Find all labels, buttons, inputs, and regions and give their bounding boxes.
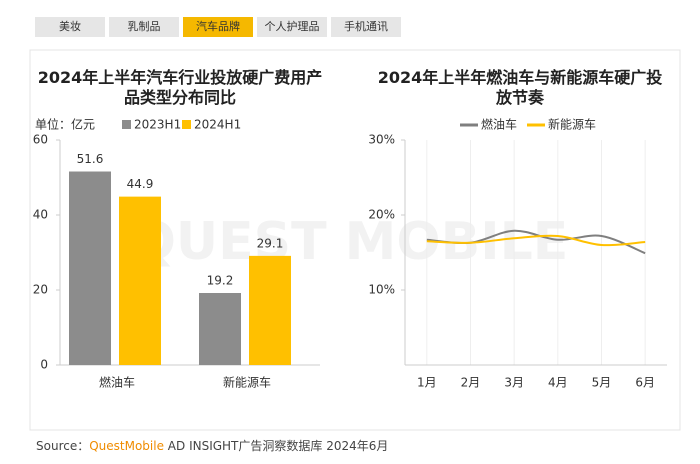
bar	[119, 196, 161, 365]
x-tick-label: 2月	[461, 376, 481, 390]
line-series	[426, 234, 646, 247]
chart-title: 2024年上半年燃油车与新能源车硬广投放节奏	[377, 68, 663, 107]
value-label: 44.9	[127, 177, 154, 191]
bar	[69, 171, 111, 365]
source-brand: QuestMobile	[89, 439, 164, 453]
x-tick-label: 1月	[417, 376, 437, 390]
unit-label: 单位：亿元	[35, 117, 95, 132]
source-text: AD INSIGHT广告洞察数据库 2024年6月	[163, 439, 389, 453]
watermark: QUEST MOBILE	[132, 212, 569, 272]
bar	[199, 293, 241, 365]
tab[interactable]: 手机通讯	[331, 17, 401, 37]
source-label: Source：	[36, 439, 90, 453]
tab[interactable]: 美妆	[35, 17, 105, 37]
legend-label: 燃油车	[481, 117, 517, 132]
value-label: 29.1	[257, 236, 284, 250]
value-label: 51.6	[77, 152, 104, 166]
y-tick-label: 40	[33, 208, 48, 222]
x-tick-label: 6月	[635, 376, 655, 390]
chart-title: 2024年上半年汽车行业投放硬广费用产品类型分布同比	[37, 68, 323, 107]
x-tick-label: 4月	[548, 376, 568, 390]
source: Source：QuestMobile AD INSIGHT广告洞察数据库 202…	[36, 437, 388, 454]
x-tick-label: 3月	[504, 376, 524, 390]
tab[interactable]: 乳制品	[109, 17, 179, 37]
legend-swatch	[182, 120, 191, 129]
legend-label: 2023H1	[134, 118, 181, 132]
legend-swatch	[122, 120, 131, 129]
x-tick-label: 5月	[592, 376, 612, 390]
value-label: 19.2	[207, 274, 234, 288]
y-tick-label: 10%	[368, 283, 395, 297]
tab[interactable]: 个人护理品	[257, 17, 327, 37]
legend-label: 新能源车	[548, 117, 596, 132]
y-tick-label: 20	[33, 283, 48, 297]
y-tick-label: 30%	[368, 133, 395, 147]
legend-label: 2024H1	[194, 118, 241, 132]
frame	[29, 49, 681, 431]
y-tick-label: 20%	[368, 208, 395, 222]
x-tick-label: 燃油车	[99, 375, 135, 390]
y-tick-label: 60	[33, 133, 48, 147]
bar	[249, 255, 291, 365]
x-tick-label: 新能源车	[223, 375, 271, 390]
y-tick-label: 0	[40, 358, 48, 372]
tab[interactable]: 汽车品牌	[183, 17, 253, 37]
